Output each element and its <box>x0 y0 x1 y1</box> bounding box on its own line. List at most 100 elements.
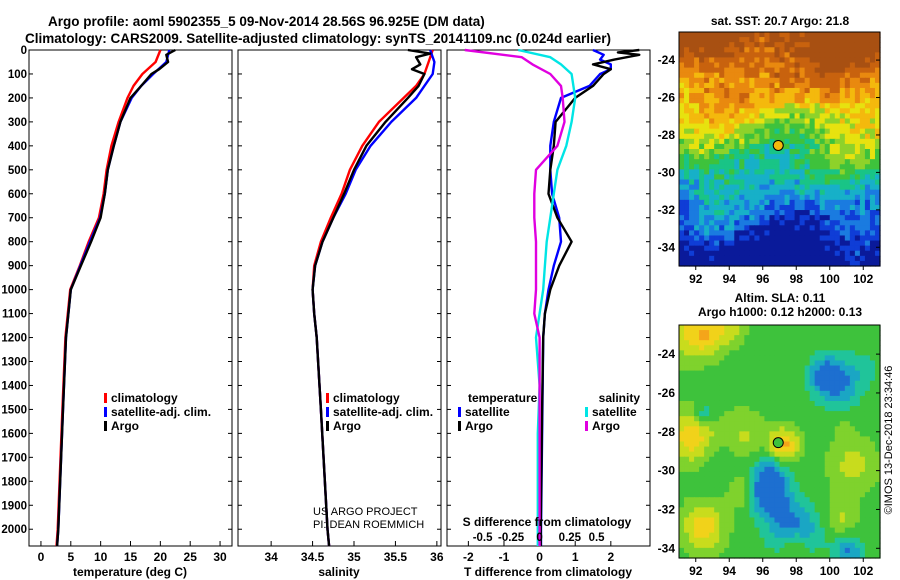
map-cell <box>709 103 715 109</box>
map-cell <box>759 149 766 155</box>
map-cell <box>854 255 861 262</box>
map-cell <box>709 164 715 170</box>
map-cell <box>784 67 791 74</box>
map-cell <box>769 194 776 201</box>
map-cell <box>814 375 821 382</box>
map-cell <box>859 355 866 362</box>
map-cell <box>729 98 735 104</box>
map-cell <box>759 456 766 463</box>
map-cell <box>754 37 761 43</box>
map-cell <box>729 400 735 407</box>
map-cell <box>769 380 776 387</box>
map-cell <box>829 441 836 448</box>
map-cell <box>854 133 861 140</box>
map-cell <box>829 164 836 170</box>
map-cell <box>679 240 685 247</box>
map-cell <box>814 411 821 417</box>
map-cell <box>719 220 725 226</box>
map-cell <box>834 360 841 367</box>
map-cell <box>714 360 720 367</box>
map-cell <box>759 189 766 196</box>
map-cell <box>729 67 735 74</box>
map-cell <box>729 537 735 544</box>
map-cell <box>754 230 761 237</box>
map-cell <box>794 230 801 237</box>
map-cell <box>724 340 730 346</box>
map-cell <box>714 532 720 539</box>
map-cell <box>779 77 786 84</box>
map-cell <box>739 42 745 48</box>
map-cell <box>789 194 796 201</box>
map-cell <box>849 42 856 48</box>
map-cell <box>694 32 700 38</box>
map-cell <box>719 154 725 160</box>
map-cell <box>819 245 826 252</box>
map-cell <box>704 194 710 201</box>
map-cell <box>809 441 816 448</box>
map-cell <box>764 335 771 341</box>
map-cell <box>794 77 801 84</box>
map-cell <box>714 123 720 130</box>
map-cell <box>824 164 831 170</box>
map-cell <box>714 507 720 514</box>
map-cell <box>684 532 690 539</box>
map-cell <box>834 482 841 488</box>
map-cell <box>744 365 750 372</box>
map-cell <box>679 154 685 160</box>
map-cell <box>839 215 846 221</box>
map-cell <box>714 436 720 443</box>
map-cell <box>754 451 761 458</box>
map-cell <box>759 37 766 43</box>
map-cell <box>744 416 750 422</box>
map-cell <box>689 446 695 453</box>
map-cell <box>679 57 685 64</box>
map-cell <box>684 335 690 341</box>
map-cell <box>719 507 725 514</box>
map-cell <box>769 400 776 407</box>
map-cell <box>824 77 831 84</box>
map-cell <box>744 502 750 508</box>
map-cell <box>804 57 811 64</box>
map-cell <box>679 431 685 438</box>
map-cell <box>839 159 846 165</box>
map-cell <box>729 260 735 267</box>
map-cell <box>679 370 685 377</box>
map-cell <box>799 537 806 544</box>
map-cell <box>719 456 725 463</box>
map-cell <box>739 542 745 549</box>
map-cell <box>854 471 861 478</box>
map-cell <box>829 431 836 438</box>
map-cell <box>839 255 846 262</box>
map-cell <box>784 184 791 191</box>
map-cell <box>724 37 730 43</box>
map-cell <box>874 426 881 432</box>
map-cell <box>824 502 831 508</box>
map-cell <box>864 370 871 377</box>
legend-label: Argo <box>333 419 361 433</box>
map-cell <box>709 512 715 519</box>
map-cell <box>724 446 730 453</box>
map-cell <box>809 365 816 372</box>
map-cell <box>819 93 826 99</box>
map-cell <box>759 512 766 519</box>
map-cell <box>829 210 836 216</box>
map-cell <box>779 502 786 508</box>
map-cell <box>864 82 871 89</box>
map-cell <box>829 215 836 221</box>
map-cell <box>759 355 766 362</box>
salinity-plot-frame <box>237 49 442 547</box>
map-cell <box>719 365 725 372</box>
map-cell <box>689 143 695 150</box>
map-cell <box>709 179 715 186</box>
map-cell <box>824 400 831 407</box>
map-cell <box>694 118 700 125</box>
map-cell <box>804 123 811 130</box>
map-cell <box>784 169 791 176</box>
map-cell <box>714 250 720 257</box>
map-cell <box>829 370 836 377</box>
map-cell <box>829 390 836 397</box>
map-cell <box>799 235 806 242</box>
map-cell <box>809 52 816 59</box>
map-cell <box>734 542 740 549</box>
map-cell <box>809 194 816 201</box>
